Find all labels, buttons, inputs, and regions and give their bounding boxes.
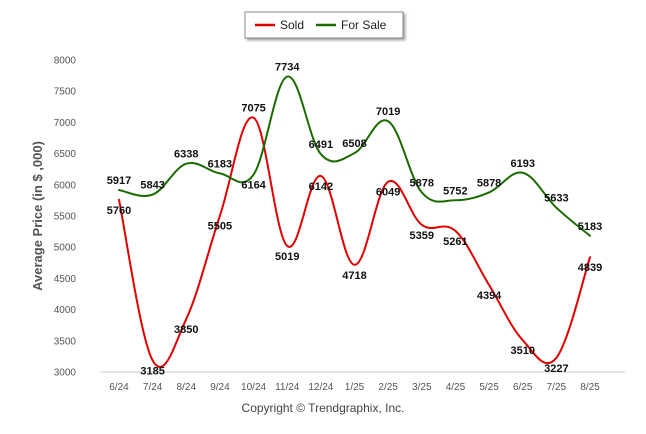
y-tick-label: 4500 <box>54 274 77 285</box>
data-label-for-sale: 7019 <box>376 106 400 118</box>
data-label-sold: 4394 <box>477 290 502 302</box>
legend: Sold For Sale <box>244 11 404 39</box>
series-lines <box>118 75 591 368</box>
data-label-for-sale: 5752 <box>443 185 467 197</box>
x-tick-label: 6/25 <box>513 382 533 393</box>
x-tick-label: 8/24 <box>177 382 197 393</box>
y-tick-label: 8000 <box>54 56 77 67</box>
data-label-for-sale: 5183 <box>578 221 602 233</box>
legend-label-sold: Sold <box>280 18 304 32</box>
x-axis-ticks: 6/24 7/24 8/24 9/24 10/24 11/24 12/24 1/25 2/25 3… <box>109 382 600 393</box>
y-tick-label: 6000 <box>54 180 77 191</box>
series-line-sold <box>118 116 591 368</box>
x-tick-label: 6/24 <box>109 382 129 393</box>
data-label-sold: 3850 <box>174 324 198 336</box>
y-tick-label: 5500 <box>54 212 77 223</box>
data-label-for-sale: 6338 <box>174 149 198 161</box>
data-label-for-sale: 7734 <box>275 62 300 74</box>
data-label-for-sale: 6491 <box>309 139 333 151</box>
series-line-for-sale <box>118 75 591 237</box>
data-label-for-sale: 6193 <box>510 158 534 170</box>
data-label-sold: 5019 <box>275 251 299 263</box>
copyright-footer: Copyright © Trendgraphix, Inc. <box>241 401 405 415</box>
data-labels: 5760 3185 3850 5505 7075 5019 6142 4718 6049 5359… <box>107 62 602 378</box>
x-tick-label: 1/25 <box>345 382 365 393</box>
y-tick-label: 3000 <box>54 368 77 379</box>
y-tick-label: 4000 <box>54 305 77 316</box>
data-label-sold: 7075 <box>241 103 265 115</box>
x-tick-label: 12/24 <box>308 382 333 393</box>
y-axis-title: Average Price (in $ ,000) <box>30 141 45 291</box>
x-tick-label: 3/25 <box>412 382 432 393</box>
x-tick-label: 8/25 <box>580 382 600 393</box>
data-label-for-sale: 6508 <box>342 138 366 150</box>
data-label-sold: 3510 <box>510 345 534 357</box>
data-label-for-sale: 5917 <box>107 175 131 187</box>
legend-label-for-sale: For Sale <box>341 18 387 32</box>
y-axis-ticks: 3000 3500 4000 4500 5000 5500 6000 6500 7000 7500… <box>54 56 77 379</box>
data-label-for-sale: 6164 <box>241 180 266 192</box>
y-tick-label: 7000 <box>54 118 77 129</box>
y-tick-label: 5000 <box>54 243 77 254</box>
x-tick-label: 7/25 <box>547 382 567 393</box>
data-label-for-sale: 6183 <box>208 158 232 170</box>
data-label-sold: 4839 <box>578 262 602 274</box>
x-tick-label: 10/24 <box>241 382 266 393</box>
x-tick-label: 11/24 <box>275 382 300 393</box>
data-label-sold: 5261 <box>443 236 467 248</box>
data-label-for-sale: 5843 <box>140 180 164 192</box>
data-label-for-sale: 5633 <box>544 193 568 205</box>
x-tick-label: 9/24 <box>210 382 230 393</box>
x-tick-label: 5/25 <box>479 382 499 393</box>
x-tick-label: 4/25 <box>446 382 466 393</box>
legend-item-sold[interactable]: Sold <box>255 18 304 32</box>
data-label-sold: 4718 <box>342 270 366 282</box>
y-tick-label: 3500 <box>54 336 77 347</box>
x-tick-label: 7/24 <box>143 382 163 393</box>
data-label-sold: 3227 <box>544 363 568 375</box>
data-label-sold: 5505 <box>208 221 232 233</box>
x-tick-label: 2/25 <box>378 382 398 393</box>
y-tick-label: 7500 <box>54 87 77 98</box>
legend-item-for-sale[interactable]: For Sale <box>316 18 387 32</box>
data-label-sold: 3185 <box>140 365 164 377</box>
data-label-sold: 6142 <box>309 181 333 193</box>
y-tick-label: 6500 <box>54 149 77 160</box>
data-label-for-sale: 5878 <box>477 177 501 189</box>
data-label-for-sale: 5878 <box>410 177 434 189</box>
data-label-sold: 5760 <box>107 205 131 217</box>
data-label-sold: 6049 <box>376 187 400 199</box>
data-label-sold: 5359 <box>410 230 434 242</box>
